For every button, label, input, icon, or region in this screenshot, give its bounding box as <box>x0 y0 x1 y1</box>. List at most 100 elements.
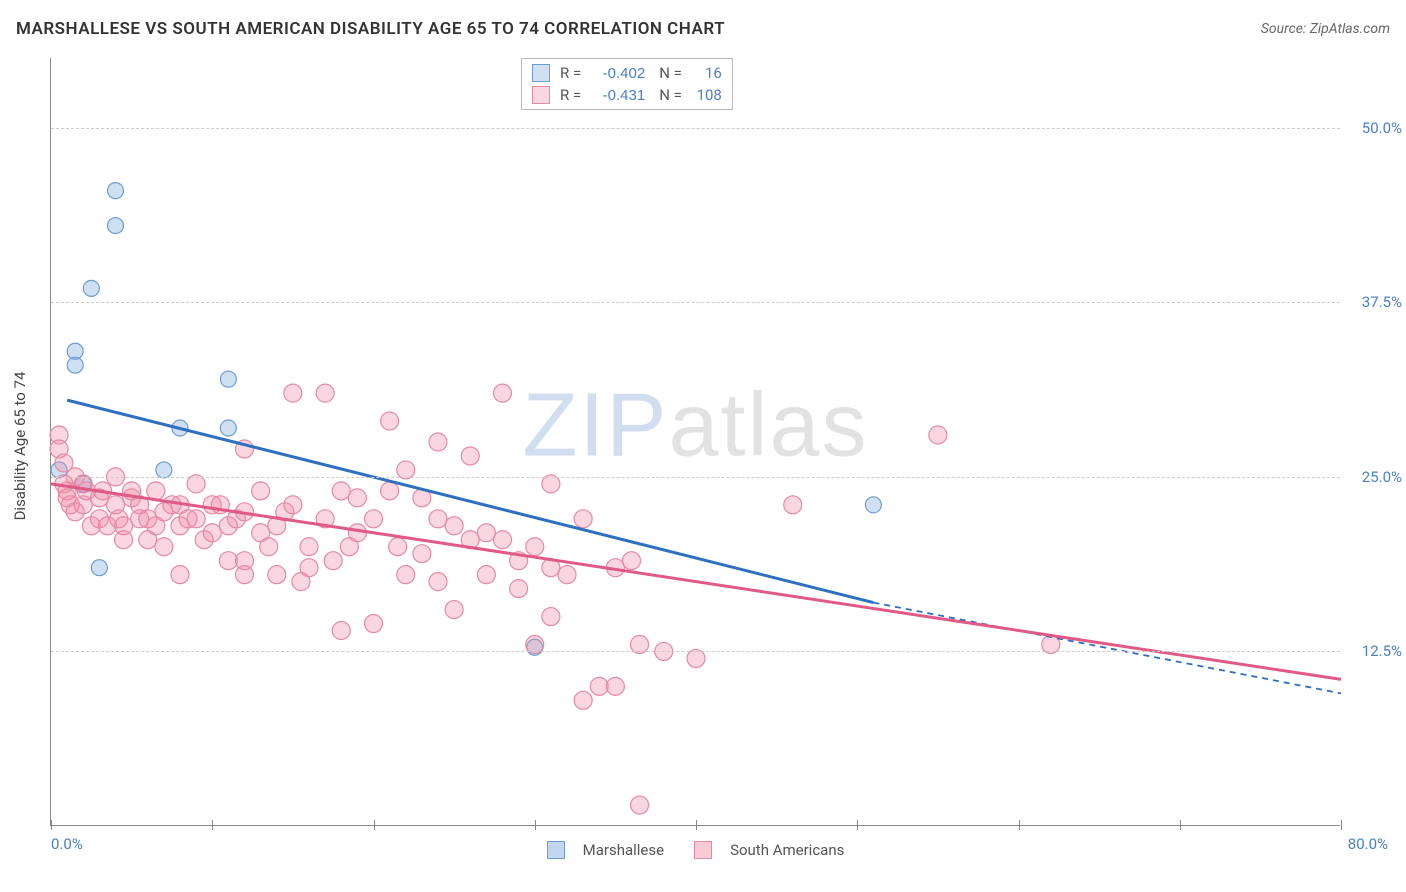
n-value: 16 <box>686 64 722 82</box>
series-legend: Marshallese South Americans <box>51 841 1340 859</box>
legend-swatch <box>694 841 712 859</box>
legend-item: South Americans <box>694 841 844 859</box>
data-point <box>316 384 334 402</box>
xtick <box>1019 820 1020 830</box>
legend-stats-row: R =-0.402 N =16 <box>522 62 732 84</box>
source-credit: Source: ZipAtlas.com <box>1261 21 1390 37</box>
data-point <box>348 489 366 507</box>
ytick-label: 12.5% <box>1362 642 1402 660</box>
data-point <box>147 482 165 500</box>
data-point <box>220 371 236 387</box>
trend-line-ext <box>873 603 1341 694</box>
data-point <box>574 691 592 709</box>
data-point <box>236 566 254 584</box>
data-point <box>219 552 237 570</box>
xtick <box>1180 820 1181 830</box>
data-point <box>510 580 528 598</box>
legend-stats-row: R =-0.431 N =108 <box>522 84 732 106</box>
data-point <box>413 545 431 563</box>
data-point <box>171 566 189 584</box>
xtick <box>51 820 52 830</box>
r-value: -0.402 <box>585 65 645 82</box>
xtick <box>696 820 697 830</box>
n-label: N = <box>659 86 682 104</box>
data-point <box>252 482 270 500</box>
data-point <box>429 510 447 528</box>
data-point <box>156 462 172 478</box>
data-point <box>365 615 383 633</box>
data-point <box>494 384 512 402</box>
data-point <box>784 496 802 514</box>
data-point <box>526 538 544 556</box>
ytick-label: 50.0% <box>1362 119 1402 137</box>
xtick <box>857 820 858 830</box>
r-label: R = <box>560 86 581 104</box>
xtick <box>212 820 213 830</box>
data-point <box>389 538 407 556</box>
data-point <box>429 433 447 451</box>
n-value: 108 <box>686 86 722 104</box>
data-point <box>461 447 479 465</box>
legend-swatch <box>532 86 550 104</box>
legend-swatch <box>547 841 565 859</box>
data-point <box>203 524 221 542</box>
data-point <box>67 357 83 373</box>
plot-area: ZIPatlas R =-0.402N =16R =-0.431N =108 M… <box>50 58 1340 826</box>
data-point <box>108 183 124 199</box>
data-point <box>108 218 124 234</box>
data-point <box>260 538 278 556</box>
data-point <box>381 412 399 430</box>
data-point <box>83 280 99 296</box>
data-point <box>284 384 302 402</box>
data-point <box>332 622 350 640</box>
ytick-label: 25.0% <box>1362 468 1402 486</box>
data-point <box>929 426 947 444</box>
data-point <box>220 420 236 436</box>
data-point <box>631 796 649 814</box>
gridline <box>51 302 1340 303</box>
data-point <box>445 517 463 535</box>
r-value: -0.431 <box>585 87 645 104</box>
legend-label: Marshallese <box>583 841 664 859</box>
data-point <box>558 566 576 584</box>
data-point <box>155 538 173 556</box>
data-point <box>574 510 592 528</box>
chart-svg <box>51 58 1340 825</box>
data-point <box>91 560 107 576</box>
data-point <box>284 496 302 514</box>
gridline <box>51 477 1340 478</box>
xtick-label-left: 0.0% <box>51 835 83 853</box>
data-point <box>115 531 133 549</box>
legend-item: Marshallese <box>547 841 664 859</box>
data-point <box>477 566 495 584</box>
legend-label: South Americans <box>730 841 844 859</box>
data-point <box>445 601 463 619</box>
data-point <box>324 552 342 570</box>
data-point <box>865 497 881 513</box>
data-point <box>268 566 286 584</box>
gridline <box>51 128 1340 129</box>
data-point <box>397 566 415 584</box>
data-point <box>606 677 624 695</box>
data-point <box>494 531 512 549</box>
data-point <box>381 482 399 500</box>
legend-swatch <box>532 64 550 82</box>
ytick-label: 37.5% <box>1362 293 1402 311</box>
data-point <box>590 677 608 695</box>
data-point <box>542 608 560 626</box>
gridline <box>51 651 1340 652</box>
xtick <box>535 820 536 830</box>
data-point <box>187 510 205 528</box>
data-point <box>300 538 318 556</box>
correlation-legend: R =-0.402 N =16 R =-0.431 N =108 <box>521 58 733 110</box>
n-label: N = <box>659 64 682 82</box>
xtick-label-right: 80.0% <box>1348 835 1388 853</box>
data-point <box>300 559 318 577</box>
xtick <box>374 820 375 830</box>
data-point <box>623 552 641 570</box>
data-point <box>332 482 350 500</box>
r-label: R = <box>560 64 581 82</box>
data-point <box>365 510 383 528</box>
data-point <box>429 573 447 591</box>
data-point <box>477 524 495 542</box>
